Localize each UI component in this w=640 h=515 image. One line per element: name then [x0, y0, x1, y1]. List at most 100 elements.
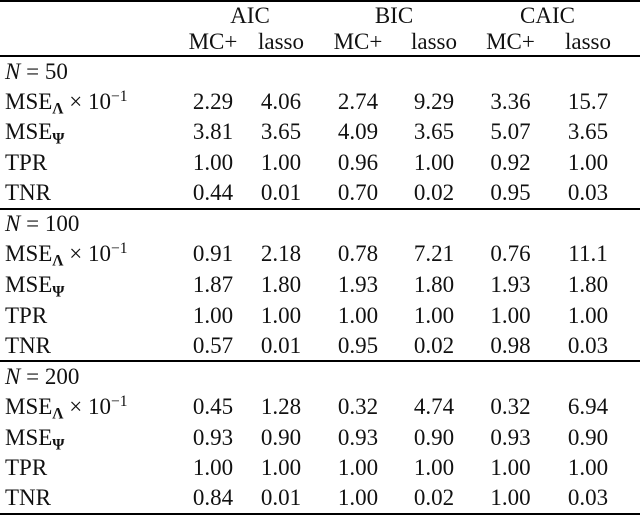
cell-value: 1.00	[490, 302, 531, 328]
row-label-exponent: −1	[110, 87, 128, 105]
section-heading-row: N = 100	[0, 207, 640, 240]
cell-value: 3.65	[567, 119, 609, 145]
col-header-caic-lasso: lasso	[551, 29, 640, 57]
section-heading: N = 200	[0, 360, 640, 392]
cell-value: 0.02	[413, 179, 455, 205]
sub-header-row: MC+ lasso MC+ lasso MC+ lasso	[0, 29, 640, 57]
section-heading-rest: = 200	[20, 364, 80, 390]
cell-value: 4.74	[413, 394, 455, 420]
cell-value: 4.09	[337, 119, 379, 145]
table-row: MSEΨ 0.93 0.90 0.93 0.90 0.93 0.90	[0, 422, 640, 453]
cell-value: 1.00	[337, 485, 379, 511]
section-variable: N	[5, 58, 21, 84]
section-heading: N = 100	[0, 207, 640, 240]
cell-value: 0.03	[567, 485, 609, 511]
row-label: TNR	[0, 483, 182, 514]
col-group-aic: AIC	[230, 2, 270, 28]
cell-value: 0.84	[192, 485, 234, 511]
row-label-base: MSE	[5, 241, 53, 267]
row-label: TPR	[0, 300, 182, 331]
cell-value: 1.00	[567, 149, 609, 175]
cell-value: 9.29	[413, 88, 455, 114]
cell-value: 2.18	[260, 241, 302, 267]
cell-value: 1.87	[192, 271, 234, 297]
row-label-subscript: Λ	[52, 252, 64, 270]
row-label-base: TPR	[5, 455, 48, 481]
row-label-base: TPR	[5, 149, 48, 175]
table-row: TNR 0.57 0.01 0.95 0.02 0.98 0.03	[0, 331, 640, 362]
row-label-multiplier: × 10	[63, 241, 111, 267]
cell-value: 1.80	[413, 271, 455, 297]
col-header-bic-mcplus: MC+	[318, 29, 398, 57]
row-label-base: TPR	[5, 302, 48, 328]
row-label-subscript: Λ	[52, 100, 64, 118]
col-header-aic-lasso: lasso	[244, 29, 318, 57]
table-row: TPR 1.00 1.00 0.96 1.00 0.92 1.00	[0, 148, 640, 179]
cell-value: 1.93	[490, 271, 531, 297]
table-row: MSEΨ 3.81 3.65 4.09 3.65 5.07 3.65	[0, 117, 640, 148]
col-header-bic-lasso: lasso	[398, 29, 470, 57]
cell-value: 0.01	[260, 179, 302, 205]
cell-value: 0.93	[192, 424, 234, 450]
column-group-row: AIC BIC CAIC	[0, 1, 640, 29]
cell-value: 0.93	[490, 424, 531, 450]
table-row: TPR 1.00 1.00 1.00 1.00 1.00 1.00	[0, 453, 640, 484]
cell-value: 0.32	[490, 394, 531, 420]
row-label: MSEΛ × 10−1	[0, 87, 182, 118]
cell-value: 1.00	[337, 455, 379, 481]
table-body: N = 50 MSEΛ × 10−1 2.29 4.06 2.74 9.29 3.36 15.…	[0, 56, 640, 514]
cell-value: 3.65	[260, 119, 302, 145]
cell-value: 0.03	[567, 332, 609, 358]
row-label-subscript: Ψ	[52, 436, 65, 454]
table-header: AIC BIC CAIC MC+ lasso MC+ lasso MC+ las…	[0, 1, 640, 57]
cell-value: 1.00	[260, 455, 302, 481]
cell-value: 1.00	[260, 302, 302, 328]
cell-value: 11.1	[568, 241, 608, 267]
row-label: TPR	[0, 453, 182, 484]
cell-value: 0.92	[490, 149, 531, 175]
table-row: MSEΛ × 10−1 2.29 4.06 2.74 9.29 3.36 15.7	[0, 87, 640, 118]
row-label: MSEΨ	[0, 422, 182, 453]
cell-value: 7.21	[413, 241, 455, 267]
section-variable: N	[5, 211, 21, 237]
table-row: TPR 1.00 1.00 1.00 1.00 1.00 1.00	[0, 300, 640, 331]
row-label-subscript: Ψ	[52, 283, 65, 301]
section-heading-rest: = 50	[20, 58, 68, 84]
cell-value: 1.00	[490, 455, 531, 481]
row-label: MSEΛ × 10−1	[0, 239, 182, 270]
row-label-base: TNR	[5, 332, 51, 358]
cell-value: 0.03	[567, 179, 609, 205]
cell-value: 0.91	[192, 241, 234, 267]
table-row: TNR 0.84 0.01 1.00 0.02 1.00 0.03	[0, 483, 640, 514]
row-label-multiplier: × 10	[63, 394, 111, 420]
cell-value: 0.93	[337, 424, 379, 450]
col-group-bic: BIC	[374, 2, 414, 28]
cell-value: 0.01	[260, 332, 302, 358]
cell-value: 1.00	[337, 302, 379, 328]
cell-value: 0.90	[567, 424, 609, 450]
cell-value: 0.98	[490, 332, 531, 358]
table-row: MSEΛ × 10−1 0.45 1.28 0.32 4.74 0.32 6.94	[0, 392, 640, 423]
row-label: TNR	[0, 178, 182, 209]
cell-value: 1.80	[260, 271, 302, 297]
cell-value: 0.76	[490, 241, 531, 267]
cell-value: 1.00	[192, 302, 234, 328]
cell-value: 0.78	[337, 241, 379, 267]
section-heading-row: N = 200	[0, 360, 640, 392]
cell-value: 4.06	[260, 88, 302, 114]
row-label-base: MSE	[5, 271, 53, 297]
row-label: MSEΛ × 10−1	[0, 392, 182, 423]
row-label-subscript: Ψ	[52, 130, 65, 148]
row-label-base: MSE	[5, 88, 53, 114]
row-label: TNR	[0, 331, 182, 362]
cell-value: 1.00	[413, 455, 455, 481]
cell-value: 1.00	[192, 149, 234, 175]
section-variable: N	[5, 364, 21, 390]
cell-value: 1.00	[192, 455, 234, 481]
table-row: MSEΨ 1.87 1.80 1.93 1.80 1.93 1.80	[0, 270, 640, 301]
row-label: MSEΨ	[0, 270, 182, 301]
cell-value: 0.95	[337, 332, 379, 358]
row-label-base: MSE	[5, 424, 53, 450]
